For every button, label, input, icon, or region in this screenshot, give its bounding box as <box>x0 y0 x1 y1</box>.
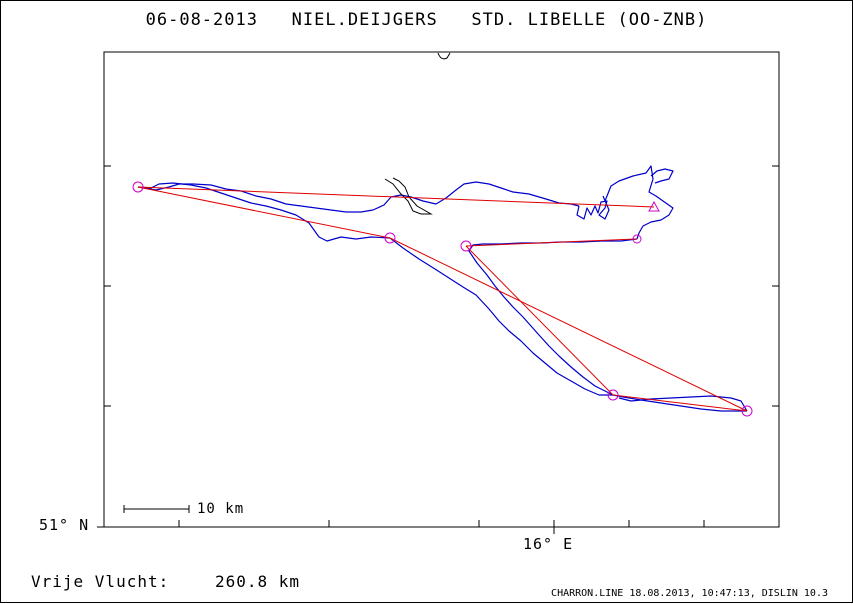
longitude-label: 16° E <box>523 535 574 553</box>
turnpoint-5 <box>632 234 642 244</box>
scale-bar-label: 10 km <box>197 501 245 517</box>
scale-bar <box>123 505 190 513</box>
turnpoint-2 <box>741 405 753 417</box>
distance-label: Vrije Vlucht: <box>31 572 170 591</box>
footer-info: CHARRON.LINE 18.08.2013, 10:47:13, DISLI… <box>551 588 828 599</box>
turnpoint-3 <box>607 389 619 401</box>
axis-ticks <box>97 165 779 534</box>
north-mark <box>437 52 451 60</box>
gps-track <box>137 165 748 412</box>
latitude-label: 51° N <box>39 516 90 534</box>
plot-frame <box>103 51 780 528</box>
turnpoints <box>132 181 753 417</box>
secondary-trace <box>384 177 433 215</box>
declared-route <box>137 186 748 412</box>
distance-value: 260.8 km <box>215 572 301 591</box>
turnpoint-4 <box>460 240 472 252</box>
turnpoint-1 <box>384 232 396 244</box>
map-title: 06-08-2013 NIEL.DEIJGERS STD. LIBELLE (O… <box>145 10 708 30</box>
turnpoint-start <box>132 181 144 193</box>
finish-triangle <box>648 200 660 212</box>
